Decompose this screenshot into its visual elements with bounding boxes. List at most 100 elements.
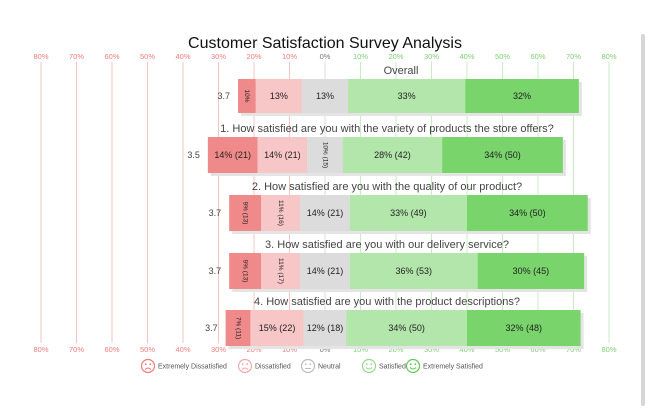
- bar-data-label: 14% (21): [264, 150, 301, 160]
- x-tick-label-top: 20%: [246, 52, 261, 61]
- x-tick-label-top: 80%: [601, 52, 616, 61]
- x-tick-label-top: 40%: [459, 52, 474, 61]
- x-tick-label-bottom: 30%: [211, 345, 226, 354]
- row-score: 3.7: [205, 323, 218, 333]
- x-tick-label-bottom: 0%: [320, 345, 331, 354]
- bar-data-label: 9% (13): [241, 260, 248, 283]
- bar-data-label: 34% (50): [509, 208, 546, 218]
- bar-segment-dissatisfied: [261, 253, 301, 289]
- bar-data-label: 14% (21): [307, 208, 344, 218]
- bar-data-label: 32%: [513, 91, 531, 101]
- bar-data-label: 34% (50): [484, 150, 521, 160]
- bar-segment-extremely-dissatisfied: [225, 310, 251, 346]
- legend-face-eye: [414, 363, 417, 366]
- x-tick-label-top: 70%: [69, 52, 84, 61]
- bar-data-label: 13%: [270, 91, 288, 101]
- row-title: 2. How satisfied are you with the qualit…: [252, 181, 522, 193]
- legend-face-eye: [304, 363, 307, 366]
- legend-face-icon: [237, 358, 253, 374]
- row-title: 3. How satisfied are you with our delive…: [265, 239, 509, 251]
- row-title: 4. How satisfied are you with the produc…: [254, 296, 520, 308]
- bar-segment-extremely-dissatisfied: [238, 79, 256, 113]
- legend-face-eye: [144, 363, 147, 366]
- legend-label: Neutral: [318, 364, 341, 371]
- bar-segment-extremely-satisfied: [442, 137, 563, 173]
- x-tick-label-top: 50%: [495, 52, 510, 61]
- x-tick-label-top: 30%: [211, 52, 226, 61]
- bar-segment-satisfied: [348, 79, 466, 113]
- bar-segment-extremely-dissatisfied: [229, 195, 262, 231]
- bar-segment-neutral: [303, 310, 347, 346]
- bar-data-label: 33%: [398, 91, 416, 101]
- bar-segment-extremely-satisfied: [465, 79, 579, 113]
- x-tick-label-top: 50%: [140, 52, 155, 61]
- bar-segment-neutral: [300, 195, 350, 231]
- x-tick-label-bottom: 50%: [495, 345, 510, 354]
- bar-data-label: 33% (49): [390, 208, 427, 218]
- bar-data-label: 32% (48): [506, 323, 543, 333]
- bar-data-label: 30% (45): [513, 266, 550, 276]
- legend-face-eye: [246, 363, 249, 366]
- x-tick-label-top: 40%: [175, 52, 190, 61]
- vertical-scrollbar[interactable]: [641, 34, 645, 406]
- bar-data-label: 7% (11): [234, 317, 241, 339]
- x-tick-label-bottom: 20%: [388, 345, 403, 354]
- legend-label: Extremely Dissatisfied: [158, 364, 227, 371]
- bar-segment-satisfied: [346, 310, 467, 346]
- bar-segment-neutral: [300, 253, 350, 289]
- x-tick-label-bottom: 60%: [104, 345, 119, 354]
- bar-segment-extremely-satisfied: [477, 253, 585, 289]
- bar-segment-extremely-satisfied: [467, 195, 588, 231]
- x-tick-label-top: 10%: [353, 52, 368, 61]
- legend-face-icon: [300, 358, 316, 374]
- x-tick-label-bottom: 50%: [140, 345, 155, 354]
- bar-segment-neutral: [301, 79, 349, 113]
- bar-segment-extremely-dissatisfied: [207, 137, 258, 173]
- bar-segment-dissatisfied: [255, 79, 302, 113]
- x-tick-label-bottom: 40%: [175, 345, 190, 354]
- x-tick-label-top: 20%: [388, 52, 403, 61]
- legend-face-eye: [149, 363, 152, 366]
- row-score: 3.7: [218, 91, 231, 101]
- x-tick-label-bottom: 80%: [33, 345, 48, 354]
- x-tick-label-bottom: 70%: [69, 345, 84, 354]
- bar-data-label: 12% (18): [307, 323, 344, 333]
- x-tick-label-bottom: 80%: [601, 345, 616, 354]
- bar-segment-extremely-dissatisfied: [229, 253, 262, 289]
- bar-data-label: 34% (50): [388, 323, 425, 333]
- bar-data-label: 11% (17): [277, 258, 284, 284]
- bar-data-label: 36% (53): [395, 266, 432, 276]
- legend-label: Dissatisfied: [255, 364, 291, 371]
- x-tick-label-bottom: 10%: [282, 345, 297, 354]
- legend-face-eye: [370, 363, 373, 366]
- row-title: 1. How satisfied are you with the variet…: [220, 123, 554, 135]
- bar-data-label: 9% (13): [241, 202, 248, 225]
- x-tick-label-bottom: 60%: [530, 345, 545, 354]
- legend-face-mouth: [409, 367, 417, 370]
- legend-face-eye: [365, 363, 368, 366]
- x-tick-label-top: 60%: [530, 52, 545, 61]
- bar-segment-satisfied: [342, 137, 443, 173]
- legend-face-mouth: [144, 367, 152, 370]
- legend-face-icon: [140, 358, 156, 374]
- x-tick-label-top: 70%: [566, 52, 581, 61]
- x-tick-label-bottom: 20%: [246, 345, 261, 354]
- bar-data-label: 10% (15): [321, 142, 328, 168]
- x-tick-label-bottom: 30%: [424, 345, 439, 354]
- bar-segment-dissatisfied: [250, 310, 304, 346]
- row-score: 3.7: [209, 208, 222, 218]
- x-tick-label-bottom: 70%: [566, 345, 581, 354]
- bar-segment-satisfied: [349, 253, 478, 289]
- legend-label: Satisfied: [379, 364, 406, 371]
- legend-label: Extremely Satisfied: [423, 364, 483, 371]
- bar-data-label: 13%: [316, 91, 334, 101]
- bar-segment-extremely-satisfied: [467, 310, 581, 346]
- bar-data-label: 11% (16): [277, 200, 284, 226]
- bar-data-label: 15% (22): [259, 323, 296, 333]
- bar-data-label: 28% (42): [374, 150, 411, 160]
- legend-face-eye: [409, 363, 412, 366]
- legend-face-icon: [405, 358, 421, 374]
- legend-face-icon: [361, 358, 377, 374]
- row-score: 3.7: [209, 266, 222, 276]
